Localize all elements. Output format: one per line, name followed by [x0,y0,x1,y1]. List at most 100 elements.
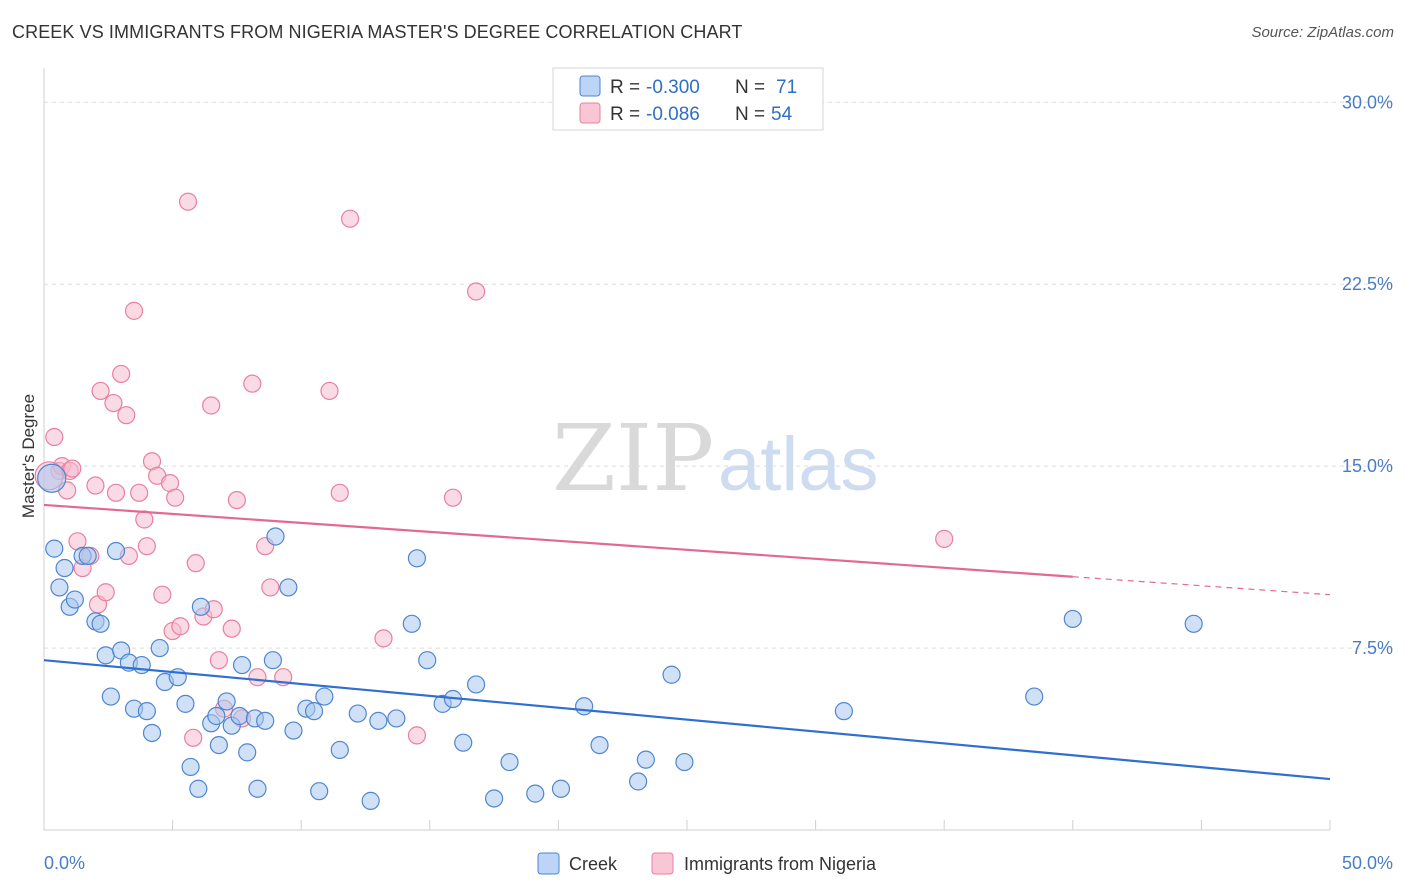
trend-line-dashed [1072,576,1331,596]
trend-line-solid [43,503,1073,578]
creek-point [37,463,67,493]
creek-point [304,702,324,721]
creek-point [629,772,648,791]
correlation-legend: R = -0.300 N = 71 R = -0.086 N = 54 [552,67,824,131]
creek-point [209,735,228,755]
creek-point [266,527,285,546]
legend-nigeria-n-label: N = [735,104,765,125]
creek-point [65,590,84,609]
nigeria-point [178,192,198,211]
creek-point [834,702,853,721]
nigeria-point [466,282,486,301]
creek-point [418,651,437,670]
y-axis-title: Master's Degree [19,394,38,518]
creek-point [263,651,283,670]
nigeria-point [202,396,221,415]
legend-creek-r-label: R = [610,77,640,98]
creek-point [387,709,406,728]
creek-point [454,733,473,752]
creek-point [55,558,74,578]
nigeria-point [96,583,115,602]
creek-point [330,740,349,760]
creek-point [1025,687,1044,706]
creek-point [361,791,380,810]
nigeria-point [171,617,190,636]
chart-source: Source: ZipAtlas.com [1251,24,1394,41]
nigeria-point [407,726,427,745]
nigeria-point [106,483,126,502]
nigeria-point [91,381,110,401]
creek-point [248,779,267,798]
series-legend: Creek Immigrants from Nigeria [537,852,877,875]
trend-layer [43,503,1331,781]
nigeria-point [209,651,228,670]
creek-point [150,638,169,658]
nigeria-point [935,529,954,549]
grid-layer [44,101,1393,649]
nigeria-point [320,381,339,401]
creek-point [675,752,694,772]
creek-point [230,706,249,726]
creek-point [232,655,252,675]
nigeria-point [243,374,262,393]
nigeria-point [45,427,64,447]
creek-point [256,711,275,730]
creek-point [284,721,303,740]
trend-line-solid [43,659,1331,781]
chart-title: CREEK VS IMMIGRANTS FROM NIGERIA MASTER'… [12,22,743,42]
nigeria-point [124,301,144,320]
creek-point [485,789,504,808]
legend-creek-n-value: 71 [776,77,797,98]
legend-nigeria-r-label: R = [610,104,640,125]
y-tick-label: 7.5% [1352,638,1393,658]
x-tick-label-min: 0.0% [44,853,85,873]
creek-point [50,578,69,597]
nigeria-point [112,364,131,384]
x-tick-label-max: 50.0% [1342,853,1393,873]
creek-point [1063,609,1082,629]
legend-nigeria-n-value: 54 [771,104,793,125]
creek-point [526,784,545,803]
creek-point [310,782,329,801]
creek-point [551,779,571,798]
nigeria-point [186,554,205,573]
creek-point [181,757,200,777]
nigeria-point [86,476,105,495]
bottom-legend-creek-swatch [537,852,560,875]
nigeria-point [135,510,154,529]
creek-point [279,578,298,597]
bottom-legend-creek-label: Creek [569,854,618,874]
creek-point [1184,614,1203,633]
creek-point [189,779,208,798]
creek-point [142,723,162,743]
nigeria-point [166,488,185,507]
nigeria-point [340,209,360,228]
nigeria-point [104,393,123,413]
x-ticks-layer [172,820,1331,830]
nigeria-point [117,406,136,425]
creek-point [176,694,195,713]
creek-point [662,665,681,684]
nigeria-point [227,490,246,510]
legend-creek-r-value: -0.300 [646,77,700,98]
creek-point [575,697,594,716]
creek-point [217,692,236,711]
y-tick-label: 15.0% [1342,456,1393,476]
creek-point [137,702,156,721]
creek-point [78,546,97,565]
y-tick-label: 30.0% [1342,92,1393,112]
series-creek [37,463,1203,810]
creek-point [101,687,120,706]
creek-point [132,655,151,675]
y-tick-labels: 7.5% 15.0% 22.5% 30.0% [1342,92,1393,658]
creek-point [238,743,257,762]
nigeria-point [330,483,349,502]
creek-point [466,675,486,694]
legend-creek-swatch [579,75,601,97]
creek-point [500,752,519,772]
creek-point [369,711,388,730]
nigeria-point [261,578,280,597]
legend-nigeria-swatch [579,102,601,124]
creek-point [407,549,427,568]
creek-point [207,706,226,726]
